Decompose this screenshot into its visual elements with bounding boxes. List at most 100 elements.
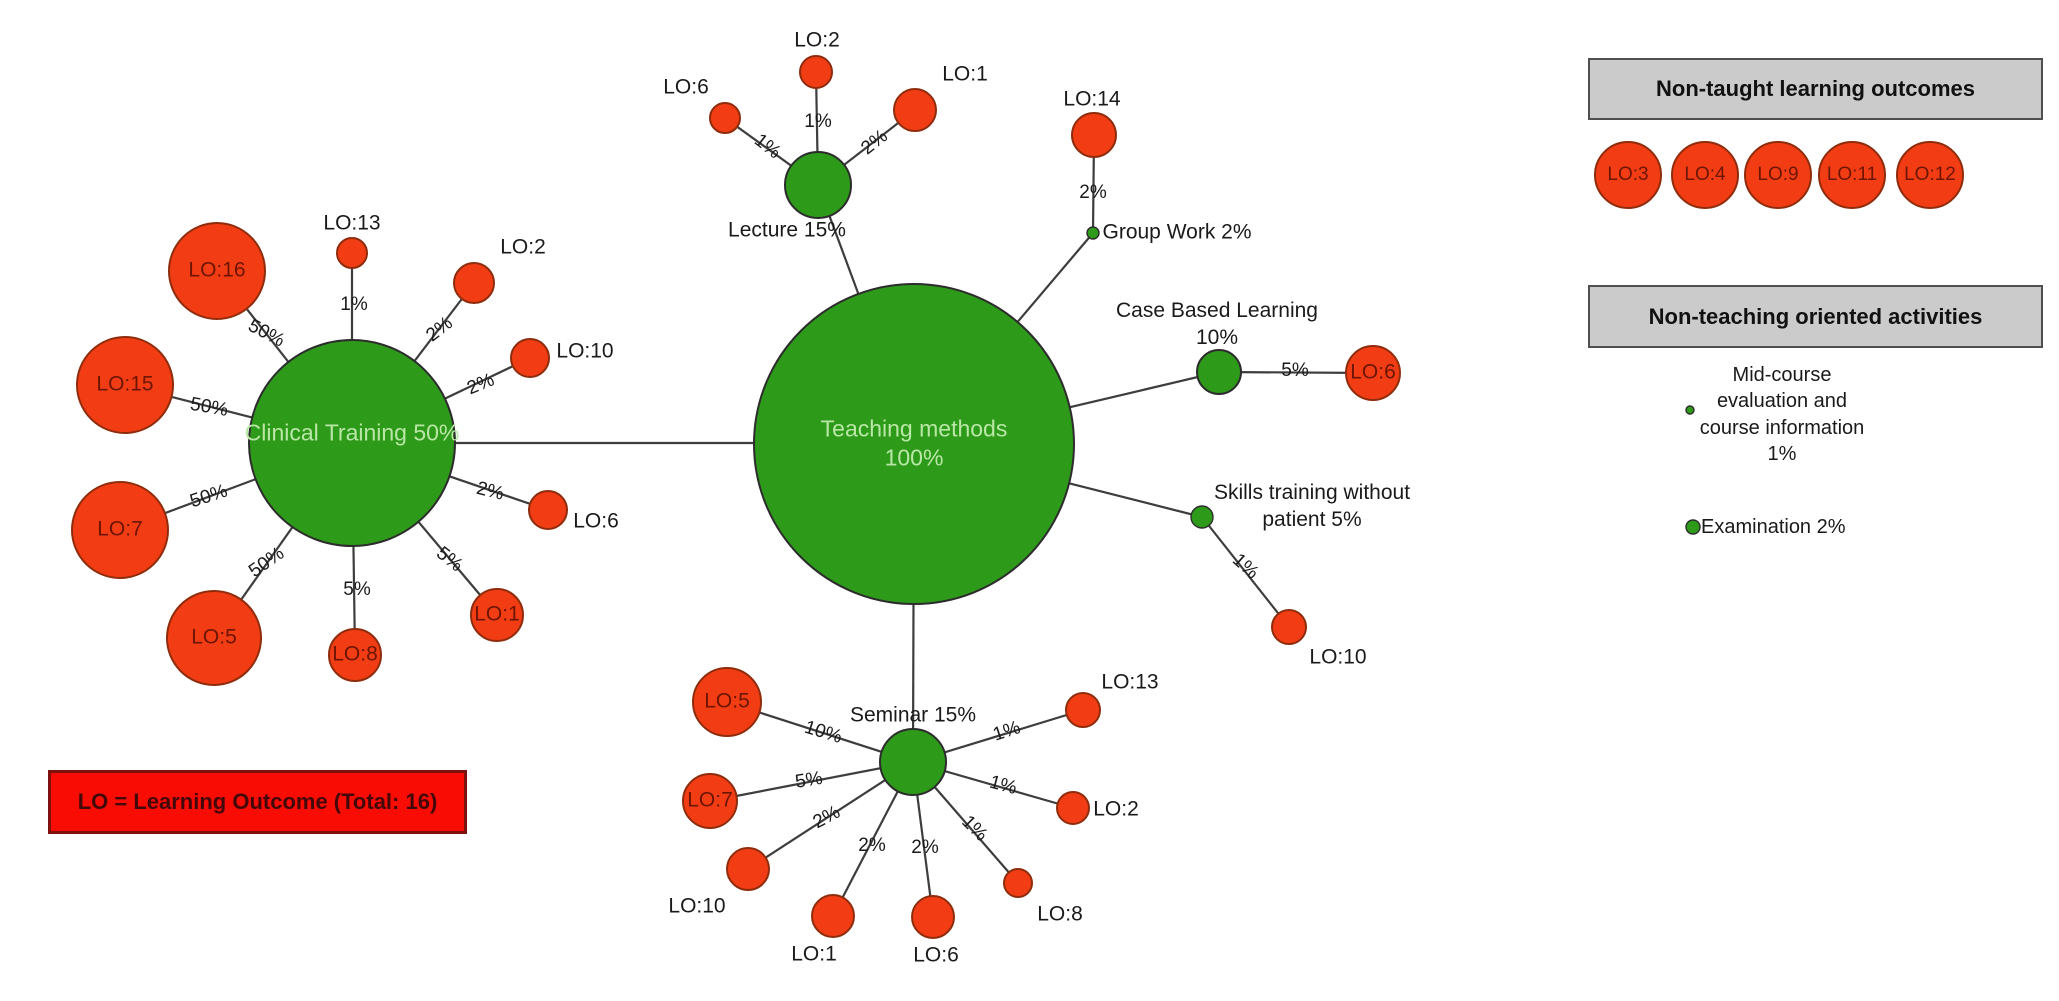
panel-title-non-teaching: Non-teaching oriented activities <box>1648 303 1983 329</box>
label-sem-lo13: LO:13 <box>1101 670 1159 694</box>
edge-label-clinical-lo15: 50% <box>188 393 230 421</box>
label-ct-lo15: LO:15 <box>96 372 154 396</box>
edge-label-seminar-lo8: 1% <box>957 811 992 846</box>
node-lec-lo1-lo-circle <box>893 88 937 132</box>
label-skills-training: Skills training without patient 5% <box>1213 481 1411 531</box>
node-nt-lo9-lo-circle <box>1744 141 1812 209</box>
edge-label-seminar-lo7: 5% <box>793 767 825 793</box>
label-sem-lo8: LO:8 <box>1037 902 1083 926</box>
node-group-work-circle <box>1086 226 1100 240</box>
node-nt-lo11-lo-circle <box>1818 141 1886 209</box>
node-lec-lo2-lo-circle <box>799 55 833 89</box>
label-sem-lo1: LO:1 <box>791 942 837 966</box>
label-sk-lo10: LO:10 <box>1309 645 1367 669</box>
label-teaching-methods: Teaching methods 100% <box>820 415 1008 471</box>
node-sem-lo10-lo-circle <box>726 847 770 891</box>
edge-seminar-lo7 <box>709 760 914 803</box>
edge-label-skills-lo10: 1% <box>1228 549 1263 584</box>
label-case-based-learning: Case Based Learning 10% <box>1116 299 1318 349</box>
label-ct-lo5: LO:5 <box>191 625 237 649</box>
node-ct-lo2-lo-circle <box>453 262 495 304</box>
node-lecture-circle <box>784 151 852 219</box>
edge-label-cbl-lo6: 5% <box>1281 359 1309 381</box>
node-sem-lo13-lo-circle <box>1065 692 1101 728</box>
label-cbl-lo6: LO:6 <box>1350 360 1396 384</box>
edge-label-clinical-lo2: 2% <box>422 312 457 347</box>
examination-label: Examination 2% <box>1701 515 1846 538</box>
label-sem-lo5: LO:5 <box>704 689 750 713</box>
node-case-based-learning-circle <box>1196 349 1242 395</box>
node-ct-lo7-lo-circle <box>71 481 169 579</box>
edge-label-seminar-lo6: 2% <box>911 836 939 858</box>
node-nt-lo4-lo-circle <box>1671 141 1739 209</box>
edge-label-seminar-lo2: 1% <box>987 771 1020 800</box>
label-nt-lo11: LO:11 <box>1826 163 1878 185</box>
node-nt-lo12-lo-circle <box>1896 141 1964 209</box>
node-ct-lo16-lo-circle <box>168 222 266 320</box>
panel-header-non-taught: Non-taught learning outcomes <box>1588 58 2043 120</box>
edge-label-clinical-lo7: 50% <box>187 480 231 513</box>
label-ct-lo13: LO:13 <box>323 211 381 235</box>
node-cbl-lo6-lo-circle <box>1345 345 1401 401</box>
label-ct-lo1: LO:1 <box>474 602 520 626</box>
node-skills-training-circle <box>1190 505 1214 529</box>
edge-label-groupwork-lo14: 2% <box>1079 181 1107 203</box>
label-ct-lo6: LO:6 <box>573 509 619 533</box>
label-ct-lo10: LO:10 <box>556 339 614 363</box>
label-sem-lo6: LO:6 <box>913 943 959 967</box>
label-clinical-training: Clinical Training 50% <box>244 419 460 446</box>
label-lec-lo6: LO:6 <box>663 75 709 99</box>
node-sem-lo2-lo-circle <box>1056 791 1090 825</box>
legend-text: LO = Learning Outcome (Total: 16) <box>77 789 438 814</box>
label-sem-lo10: LO:10 <box>668 894 726 918</box>
panel-title-non-taught: Non-taught learning outcomes <box>1656 76 1975 101</box>
label-ct-lo2: LO:2 <box>500 235 546 259</box>
edge-label-seminar-lo10: 2% <box>809 801 844 834</box>
edge-skills-lo10 <box>1201 516 1290 628</box>
label-ct-lo16: LO:16 <box>188 258 246 282</box>
node-ct-lo6-lo-circle <box>528 490 568 530</box>
edge-label-seminar-lo1: 2% <box>858 834 886 856</box>
edge-label-clinical-lo10: 2% <box>464 369 498 400</box>
node-teaching-methods-circle <box>753 283 1075 605</box>
label-nt-lo9: LO:9 <box>1757 163 1799 185</box>
node-lec-lo6-lo-circle <box>709 102 741 134</box>
label-nt-lo12: LO:12 <box>1904 163 1956 185</box>
node-ct-lo15-lo-circle <box>76 336 174 434</box>
node-clinical-training-circle <box>248 339 456 547</box>
node-ct-lo8-lo-circle <box>328 628 382 682</box>
node-gw-lo14-lo-circle <box>1071 112 1117 158</box>
label-nt-lo4: LO:4 <box>1684 163 1726 185</box>
label-sem-lo2: LO:2 <box>1093 797 1139 821</box>
node-midcourse-dot-circle <box>1685 405 1695 415</box>
edge-label-clinical-lo5: 50% <box>245 542 289 582</box>
node-ct-lo5-lo-circle <box>166 590 262 686</box>
label-group-work: Group Work 2% <box>1102 220 1252 244</box>
node-sem-lo8-lo-circle <box>1003 868 1033 898</box>
label-seminar: Seminar 15% <box>849 703 977 727</box>
edge-label-clinical-lo8: 5% <box>343 578 371 600</box>
label-nt-lo3: LO:3 <box>1607 163 1649 185</box>
edge-label-clinical-lo6: 2% <box>474 477 507 505</box>
node-sem-lo7-lo-circle <box>682 773 738 829</box>
label-lec-lo2: LO:2 <box>794 28 840 52</box>
node-ct-lo10-lo-circle <box>510 338 550 378</box>
label-ct-lo8: LO:8 <box>332 642 378 666</box>
mid-course-label: Mid-course evaluation and course informa… <box>1699 364 1865 466</box>
label-lec-lo1: LO:1 <box>942 62 988 86</box>
edge-label-seminar-lo13: 1% <box>990 717 1024 746</box>
node-ct-lo13-lo-circle <box>336 237 368 269</box>
node-seminar-circle <box>879 728 947 796</box>
edge-label-lecture-lo6: 1% <box>750 129 785 164</box>
node-nt-lo3-lo-circle <box>1594 141 1662 209</box>
node-ct-lo1-lo-circle <box>470 588 524 642</box>
node-examination-dot-circle <box>1685 519 1701 535</box>
legend-box: LO = Learning Outcome (Total: 16) <box>48 770 467 834</box>
node-sem-lo6-lo-circle <box>911 895 955 939</box>
edge-label-clinical-lo16: 50% <box>244 315 289 352</box>
panel-header-non-teaching: Non-teaching oriented activities <box>1588 285 2043 348</box>
edge-label-clinical-lo1: 5% <box>432 542 467 577</box>
